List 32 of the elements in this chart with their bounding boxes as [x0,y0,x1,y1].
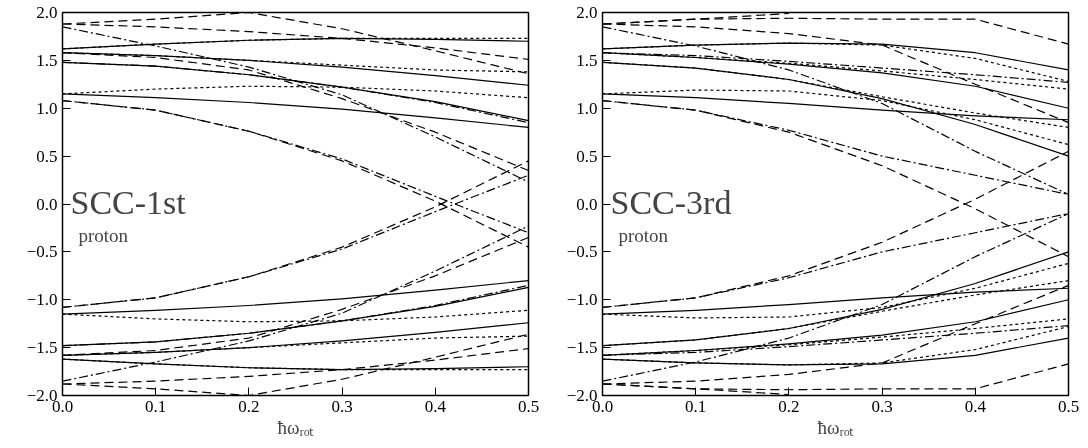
y-tick-label: −1.0 [26,290,58,310]
y-tick-label: −1.5 [566,338,598,358]
x-tick-label: 0.2 [238,396,260,416]
y-tick-label: −1.5 [26,338,58,358]
x-tick-label: 0.1 [145,396,167,416]
y-tick-label: 0.5 [36,146,58,166]
x-tick-label: 0.4 [964,396,987,416]
y-tick-label: 1.5 [576,50,598,70]
x-axis-title: ħωᵣₒₜ [277,416,315,438]
y-tick-label: 0.0 [576,194,598,214]
y-tick-label: −1.0 [566,290,598,310]
annotation: SCC-3rd [610,183,732,221]
x-tick-label: 0.4 [424,396,447,416]
x-tick-label: 0.1 [685,396,707,416]
y-tick-label: 2.0 [576,3,598,22]
y-tick-label: −0.5 [566,242,598,262]
x-tick-label: 0.3 [871,396,893,416]
annotation: proton [78,224,129,246]
y-tick-label: 1.0 [36,98,58,118]
y-tick-label: 1.5 [36,50,58,70]
x-tick-label: 0.2 [778,396,800,416]
annotation: SCC-1st [70,183,187,221]
y-tick-label: −0.5 [26,242,58,262]
y-tick-label: 0.5 [576,146,598,166]
y-tick-label: 1.0 [576,98,598,118]
y-tick-label: 0.0 [36,194,58,214]
annotation: proton [618,224,669,246]
x-tick-label: 0.3 [331,396,353,416]
x-tick-label: 0.5 [517,396,540,416]
x-axis-title: ħωᵣₒₜ [817,416,855,438]
y-tick-label: 2.0 [36,3,58,22]
x-tick-label: 0.5 [1057,396,1080,416]
